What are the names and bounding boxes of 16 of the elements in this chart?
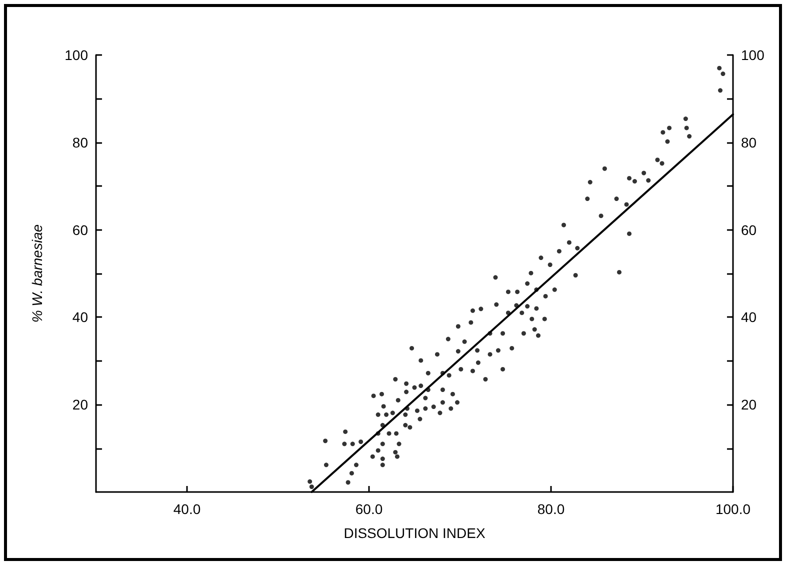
- y-tick-label: 40: [72, 309, 88, 326]
- x-tick-label: 100.0: [715, 501, 751, 517]
- x-tick-label: 80.0: [537, 501, 565, 517]
- y2-tick-label: 40: [741, 309, 757, 326]
- x-tick-label: 40.0: [173, 501, 201, 517]
- y2-tick-label: 100: [741, 47, 765, 63]
- y-tick-label: 20: [72, 396, 88, 413]
- x-axis-title: DISSOLUTION INDEX: [344, 525, 486, 541]
- y-axis-title: % W. barnesiae: [29, 224, 45, 323]
- y2-tick-label: 80: [741, 134, 757, 150]
- y2-tick-label: 60: [741, 222, 757, 238]
- y-tick-label: 100: [64, 47, 88, 63]
- y-tick-label: 80: [72, 134, 88, 150]
- x-tick-label: 60.0: [355, 501, 383, 517]
- y-tick-label: 60: [72, 222, 88, 238]
- y2-tick-label: 20: [741, 396, 757, 413]
